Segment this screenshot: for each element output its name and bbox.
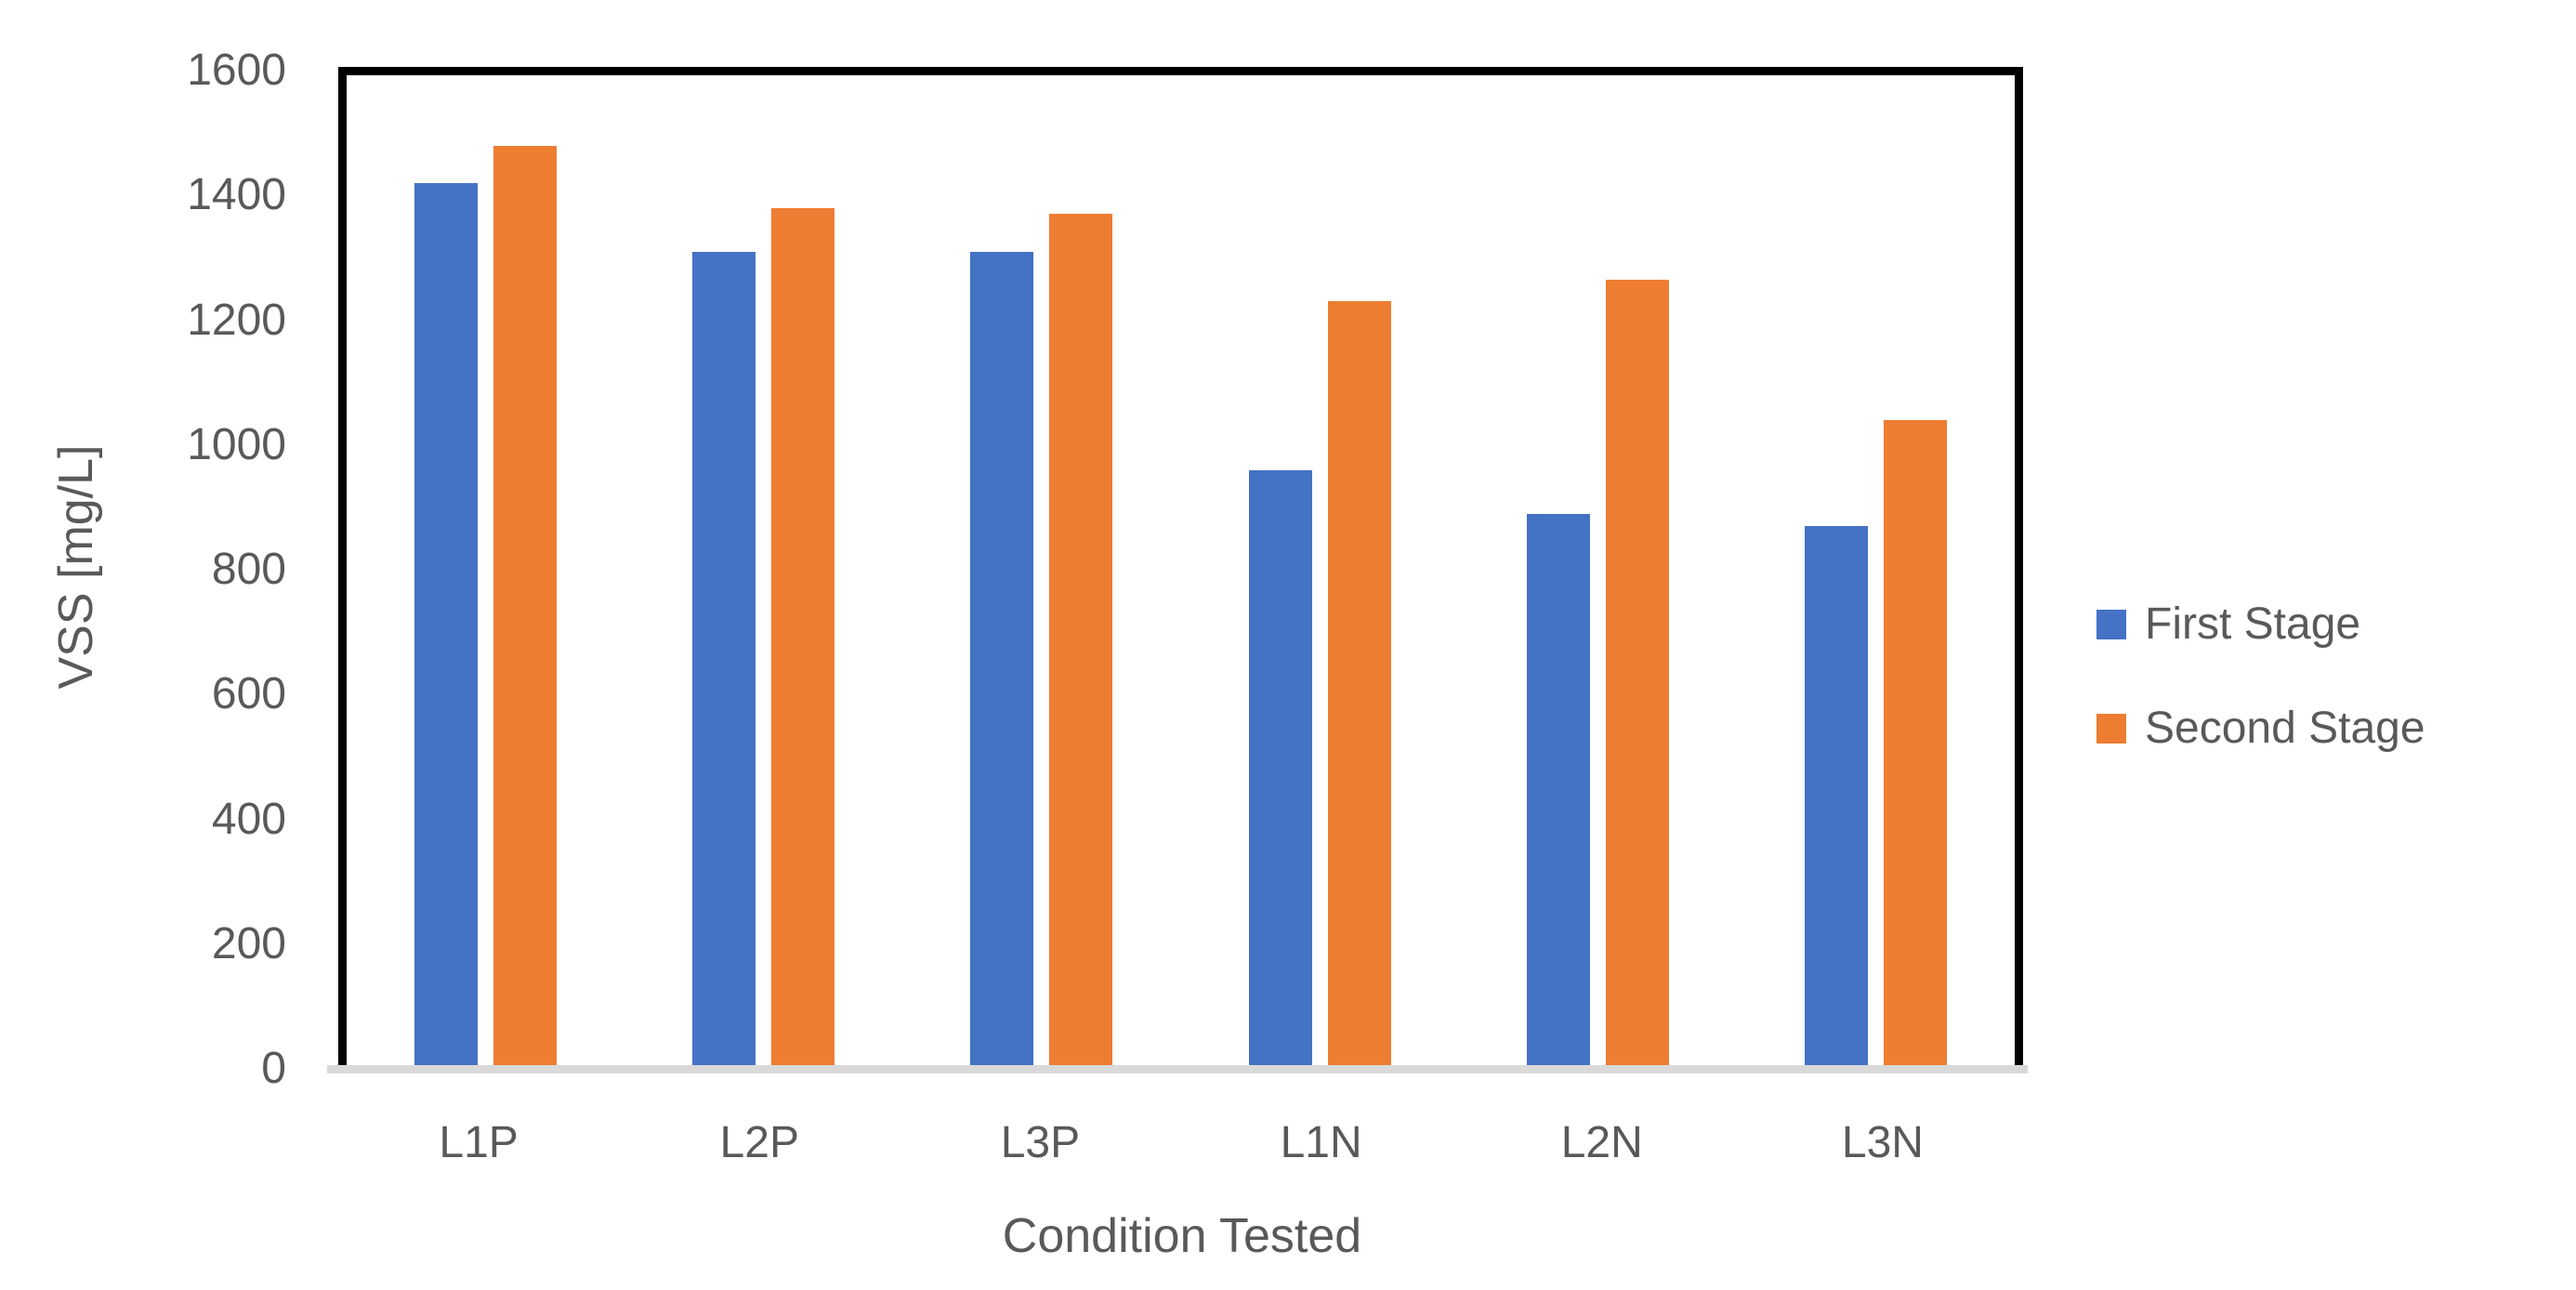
bar-l2n-first-stage bbox=[1526, 513, 1590, 1069]
x-category-label-l1n: L1N bbox=[1280, 1118, 1362, 1167]
x-category-label-l2p: L2P bbox=[719, 1118, 799, 1167]
bar-group-l2p bbox=[624, 75, 902, 1069]
bar-group-l1n bbox=[1181, 75, 1459, 1069]
bar-l3n-second-stage bbox=[1883, 419, 1947, 1069]
bar-l1p-first-stage bbox=[414, 182, 479, 1069]
bar-l2p-first-stage bbox=[692, 251, 756, 1069]
bar-group-l2n bbox=[1459, 75, 1737, 1069]
x-category-label-l2n: L2N bbox=[1560, 1118, 1643, 1167]
x-category-label-l3n: L3N bbox=[1841, 1118, 1924, 1167]
plot-area bbox=[338, 67, 2023, 1069]
bar-l1n-second-stage bbox=[1327, 301, 1391, 1069]
legend-label-second-stage: Second Stage bbox=[2145, 704, 2425, 753]
bar-l2p-second-stage bbox=[771, 207, 835, 1069]
x-axis-title: Condition Tested bbox=[1002, 1209, 1362, 1263]
bar-group-l3p bbox=[902, 75, 1180, 1069]
bar-l1p-second-stage bbox=[493, 145, 558, 1069]
chart-legend: First Stage Second Stage bbox=[2096, 602, 2425, 751]
bar-group-l3n bbox=[1737, 75, 2015, 1069]
second-stage-swatch-icon bbox=[2096, 714, 2126, 744]
bar-l1n-first-stage bbox=[1248, 469, 1312, 1069]
y-tick-label-800: 800 bbox=[211, 545, 286, 594]
bar-l3p-second-stage bbox=[1049, 214, 1113, 1069]
legend-item-first-stage: First Stage bbox=[2096, 602, 2425, 647]
y-tick-label-1000: 1000 bbox=[187, 419, 286, 469]
y-tick-label-1400: 1400 bbox=[187, 170, 286, 220]
bar-group-l1p bbox=[347, 75, 624, 1069]
y-axis-title: VSS [mg/L] bbox=[49, 444, 103, 690]
y-tick-label-400: 400 bbox=[211, 794, 286, 844]
y-tick-label-1200: 1200 bbox=[187, 295, 286, 345]
y-tick-label-600: 600 bbox=[211, 669, 286, 719]
y-tick-label-1600: 1600 bbox=[187, 46, 286, 95]
x-axis-line bbox=[327, 1065, 2028, 1073]
bar-l3p-first-stage bbox=[970, 251, 1034, 1069]
bar-l2n-second-stage bbox=[1605, 279, 1669, 1069]
legend-item-second-stage: Second Stage bbox=[2096, 706, 2425, 751]
x-category-label-l1p: L1P bbox=[439, 1118, 519, 1167]
x-axis-category-labels: L1P L2P L3P L1N L2N L3N bbox=[338, 1121, 2023, 1165]
legend-label-first-stage: First Stage bbox=[2145, 599, 2361, 649]
bar-l3n-first-stage bbox=[1804, 526, 1868, 1069]
y-tick-label-200: 200 bbox=[211, 918, 286, 968]
first-stage-swatch-icon bbox=[2096, 610, 2126, 639]
y-tick-label-0: 0 bbox=[261, 1044, 286, 1093]
x-category-label-l3p: L3P bbox=[1000, 1118, 1081, 1167]
